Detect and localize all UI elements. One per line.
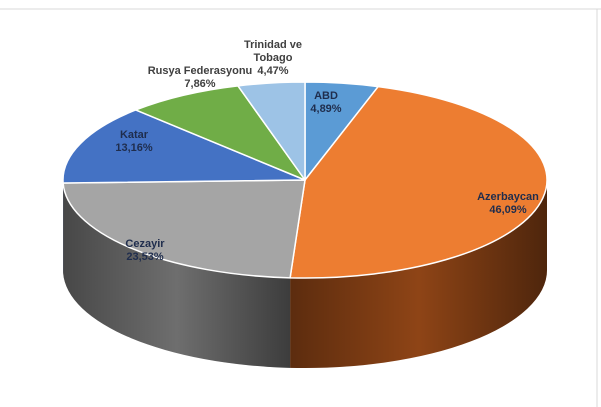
data-label-value: 4,89%	[310, 103, 341, 115]
pie-slice-rusya-federasyonu	[134, 85, 306, 181]
data-label-trinidad-ve-tobago: Trinidad ve Tobago 4,47%	[244, 39, 302, 77]
data-label-abd: ABD 4,89%	[310, 90, 341, 115]
pie-slice-azerbaycan	[289, 85, 548, 279]
data-label-value: 4,47%	[257, 65, 288, 77]
pie-slice-cezayir	[62, 179, 306, 279]
side-wall-shade-cezayir	[63, 183, 291, 368]
data-label-value: 23,53%	[126, 251, 164, 263]
data-label-value: 46,09%	[489, 204, 527, 216]
pie-slice-katar	[62, 109, 306, 184]
data-label-name: Trinidad ve	[244, 39, 302, 51]
data-label-name: Katar	[120, 129, 149, 141]
data-label-rusya-federasyonu: Rusya Federasyonu 7,86%	[148, 65, 253, 90]
data-label-katar: Katar 13,16%	[115, 129, 153, 154]
pie-side-walls	[63, 180, 547, 368]
pie-slice-trinidad-ve-tobago	[237, 81, 306, 181]
data-label-name: ABD	[314, 90, 338, 102]
pie-top-faces	[62, 81, 548, 279]
data-label-name: Rusya Federasyonu	[148, 65, 253, 77]
data-label-name: Cezayir	[125, 238, 165, 250]
data-label-name: Tobago	[254, 52, 293, 64]
data-label-value: 13,16%	[115, 142, 153, 154]
data-label-name: Azerbaycan	[477, 191, 539, 203]
data-label-value: 7,86%	[184, 78, 215, 90]
pie-data-labels: ABD 4,89% Azerbaycan 46,09% Cezayir 23,53% Kat…	[115, 39, 539, 263]
side-wall-shade-azerbaycan	[290, 180, 547, 368]
data-label-cezayir: Cezayir 23,53%	[125, 238, 165, 263]
data-label-azerbaycan: Azerbaycan 46,09%	[477, 191, 539, 216]
